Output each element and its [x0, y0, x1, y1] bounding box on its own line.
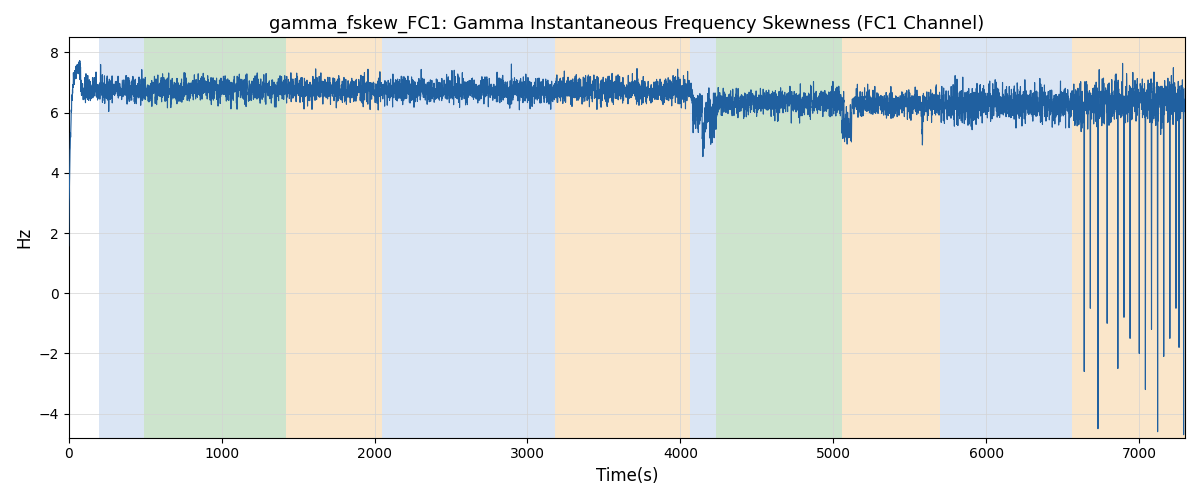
Bar — [1072, 38, 1193, 438]
Bar — [100, 38, 144, 438]
X-axis label: Time(s): Time(s) — [595, 467, 658, 485]
Y-axis label: Hz: Hz — [16, 227, 34, 248]
Bar — [941, 38, 1072, 438]
Bar — [554, 38, 690, 438]
Bar — [690, 38, 715, 438]
Bar — [842, 38, 941, 438]
Bar — [286, 38, 382, 438]
Bar — [382, 38, 554, 438]
Bar — [144, 38, 286, 438]
Title: gamma_fskew_FC1: Gamma Instantaneous Frequency Skewness (FC1 Channel): gamma_fskew_FC1: Gamma Instantaneous Fre… — [269, 15, 984, 34]
Bar — [715, 38, 842, 438]
